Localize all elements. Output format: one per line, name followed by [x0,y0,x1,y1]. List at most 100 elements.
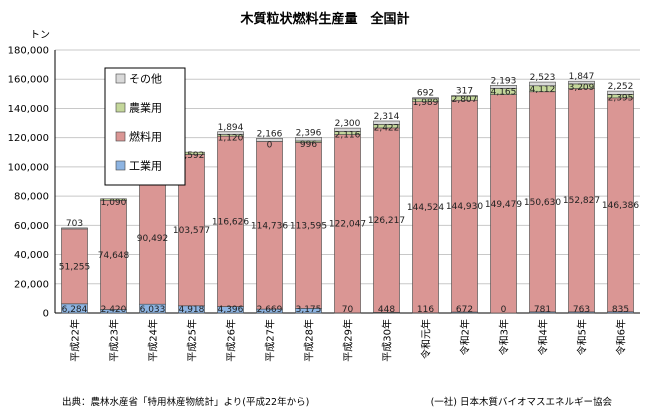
legend-label: 工業用 [129,160,162,173]
data-label: 70 [342,305,354,315]
x-tick-label: 平成22年 [69,319,82,362]
data-label: 146,386 [602,201,639,211]
bar-segment [490,85,517,89]
legend-swatch [115,73,126,84]
data-labels: 6,284 51,255 703 2,420 74,648 1,090 6,033 90,49… [59,72,640,315]
data-label: 2,166 [257,129,283,139]
bar-segment [607,90,634,95]
bar-segment [373,120,400,125]
y-tick-label: 20,000 [14,279,49,290]
x-tick-label: 令和3年 [498,319,511,355]
data-label: 0 [501,305,507,315]
x-tick-label: 令和元年 [420,319,433,359]
y-tick-label: 160,000 [8,75,49,86]
data-label: 2,116 [335,130,361,140]
y-tick-label: 60,000 [14,221,49,232]
bar-segment [256,137,283,142]
bar-segment [373,127,400,313]
x-tick-label: 令和5年 [576,319,589,355]
y-axis-unit: トン [30,30,50,41]
y-tick-label: 0 [43,309,49,320]
data-label: 763 [573,305,590,315]
bars [61,80,634,314]
data-label: 2,396 [296,128,322,138]
data-label: 2,300 [335,119,361,129]
bar-segment [217,135,244,307]
data-label: 2,420 [101,305,127,315]
bar-segment [607,97,634,313]
data-label: 2,252 [608,82,634,92]
data-label: 2,523 [530,73,556,83]
legend-label: 農業用 [129,101,162,115]
legend-swatch [115,160,126,171]
data-label: 2,807 [452,95,478,105]
bar-segment [217,131,244,135]
y-tick-label: 120,000 [8,133,49,144]
data-label: 144,524 [407,203,444,213]
data-label: 113,595 [290,221,327,231]
data-label: 703 [66,219,83,229]
legend-label: 燃料用 [129,130,162,144]
y-tick-label: 40,000 [14,250,49,261]
data-label: 1,120 [218,134,244,144]
data-label: 1,847 [569,72,595,82]
data-label: 692 [417,89,434,99]
x-tick-label: 令和6年 [615,319,628,355]
data-label: 152,827 [563,196,600,206]
y-tick-label: 80,000 [14,192,49,203]
data-label: 2,669 [257,305,283,315]
data-label: 114,736 [251,221,288,231]
data-label: 2,314 [374,112,400,122]
data-label: 672 [456,305,473,315]
data-label: 1,090 [101,198,127,208]
bar-segment [412,97,439,100]
y-tick-label: 140,000 [8,104,49,115]
y-tick-label: 180,000 [8,46,49,57]
legend-swatch [115,102,126,113]
data-label: 317 [456,87,473,97]
data-label: 1,592 [179,151,205,161]
data-label: 116 [417,305,434,315]
data-label: 150,630 [524,198,561,208]
data-label: 4,396 [218,305,244,315]
data-label: 90,492 [137,234,169,244]
x-tick-label: 平成24年 [147,319,160,362]
data-label: 3,209 [569,83,595,93]
x-tick-label: 平成25年 [186,319,199,362]
data-label: 4,112 [530,85,556,95]
bar-segment [100,200,127,310]
data-label: 448 [378,305,395,315]
x-tick-label: 平成27年 [264,319,277,362]
x-tick-label: 令和4年 [537,319,550,355]
x-tick-label: 令和2年 [459,319,472,355]
bar-segment [100,198,127,201]
bar-segment [490,94,517,314]
bar-segment [334,134,361,314]
data-label: 0 [267,140,273,150]
bar-segment [295,137,322,142]
data-label: 144,930 [446,202,483,212]
chart-title: 木質粒状燃料生産量 全国計 [239,11,409,27]
data-label: 6,284 [62,305,88,315]
bar-segment [256,141,283,310]
data-label: 2,193 [491,76,517,86]
data-label: 4,918 [179,305,205,315]
bar-segment [412,101,439,314]
y-tick-label: 100,000 [8,162,49,173]
data-label: 103,577 [173,226,210,236]
bar-segment [61,227,88,230]
source-note: 出典：農林水産省「特用林産物統計」より(平成22年から) [62,396,309,408]
bar-segment [139,171,166,305]
bar-segment [61,228,88,305]
data-label: 835 [612,305,629,315]
y-axis-ticks: 0 20,000 40,000 60,000 80,000 100,000 120,000 1… [8,46,49,320]
data-label: 1,989 [413,98,439,108]
data-label: 4,165 [491,88,517,98]
data-label: 116,626 [212,217,249,227]
data-label: 781 [534,305,551,315]
data-label: 126,217 [368,216,405,226]
x-tick-label: 平成30年 [381,319,394,362]
data-label: 2,422 [374,123,400,133]
